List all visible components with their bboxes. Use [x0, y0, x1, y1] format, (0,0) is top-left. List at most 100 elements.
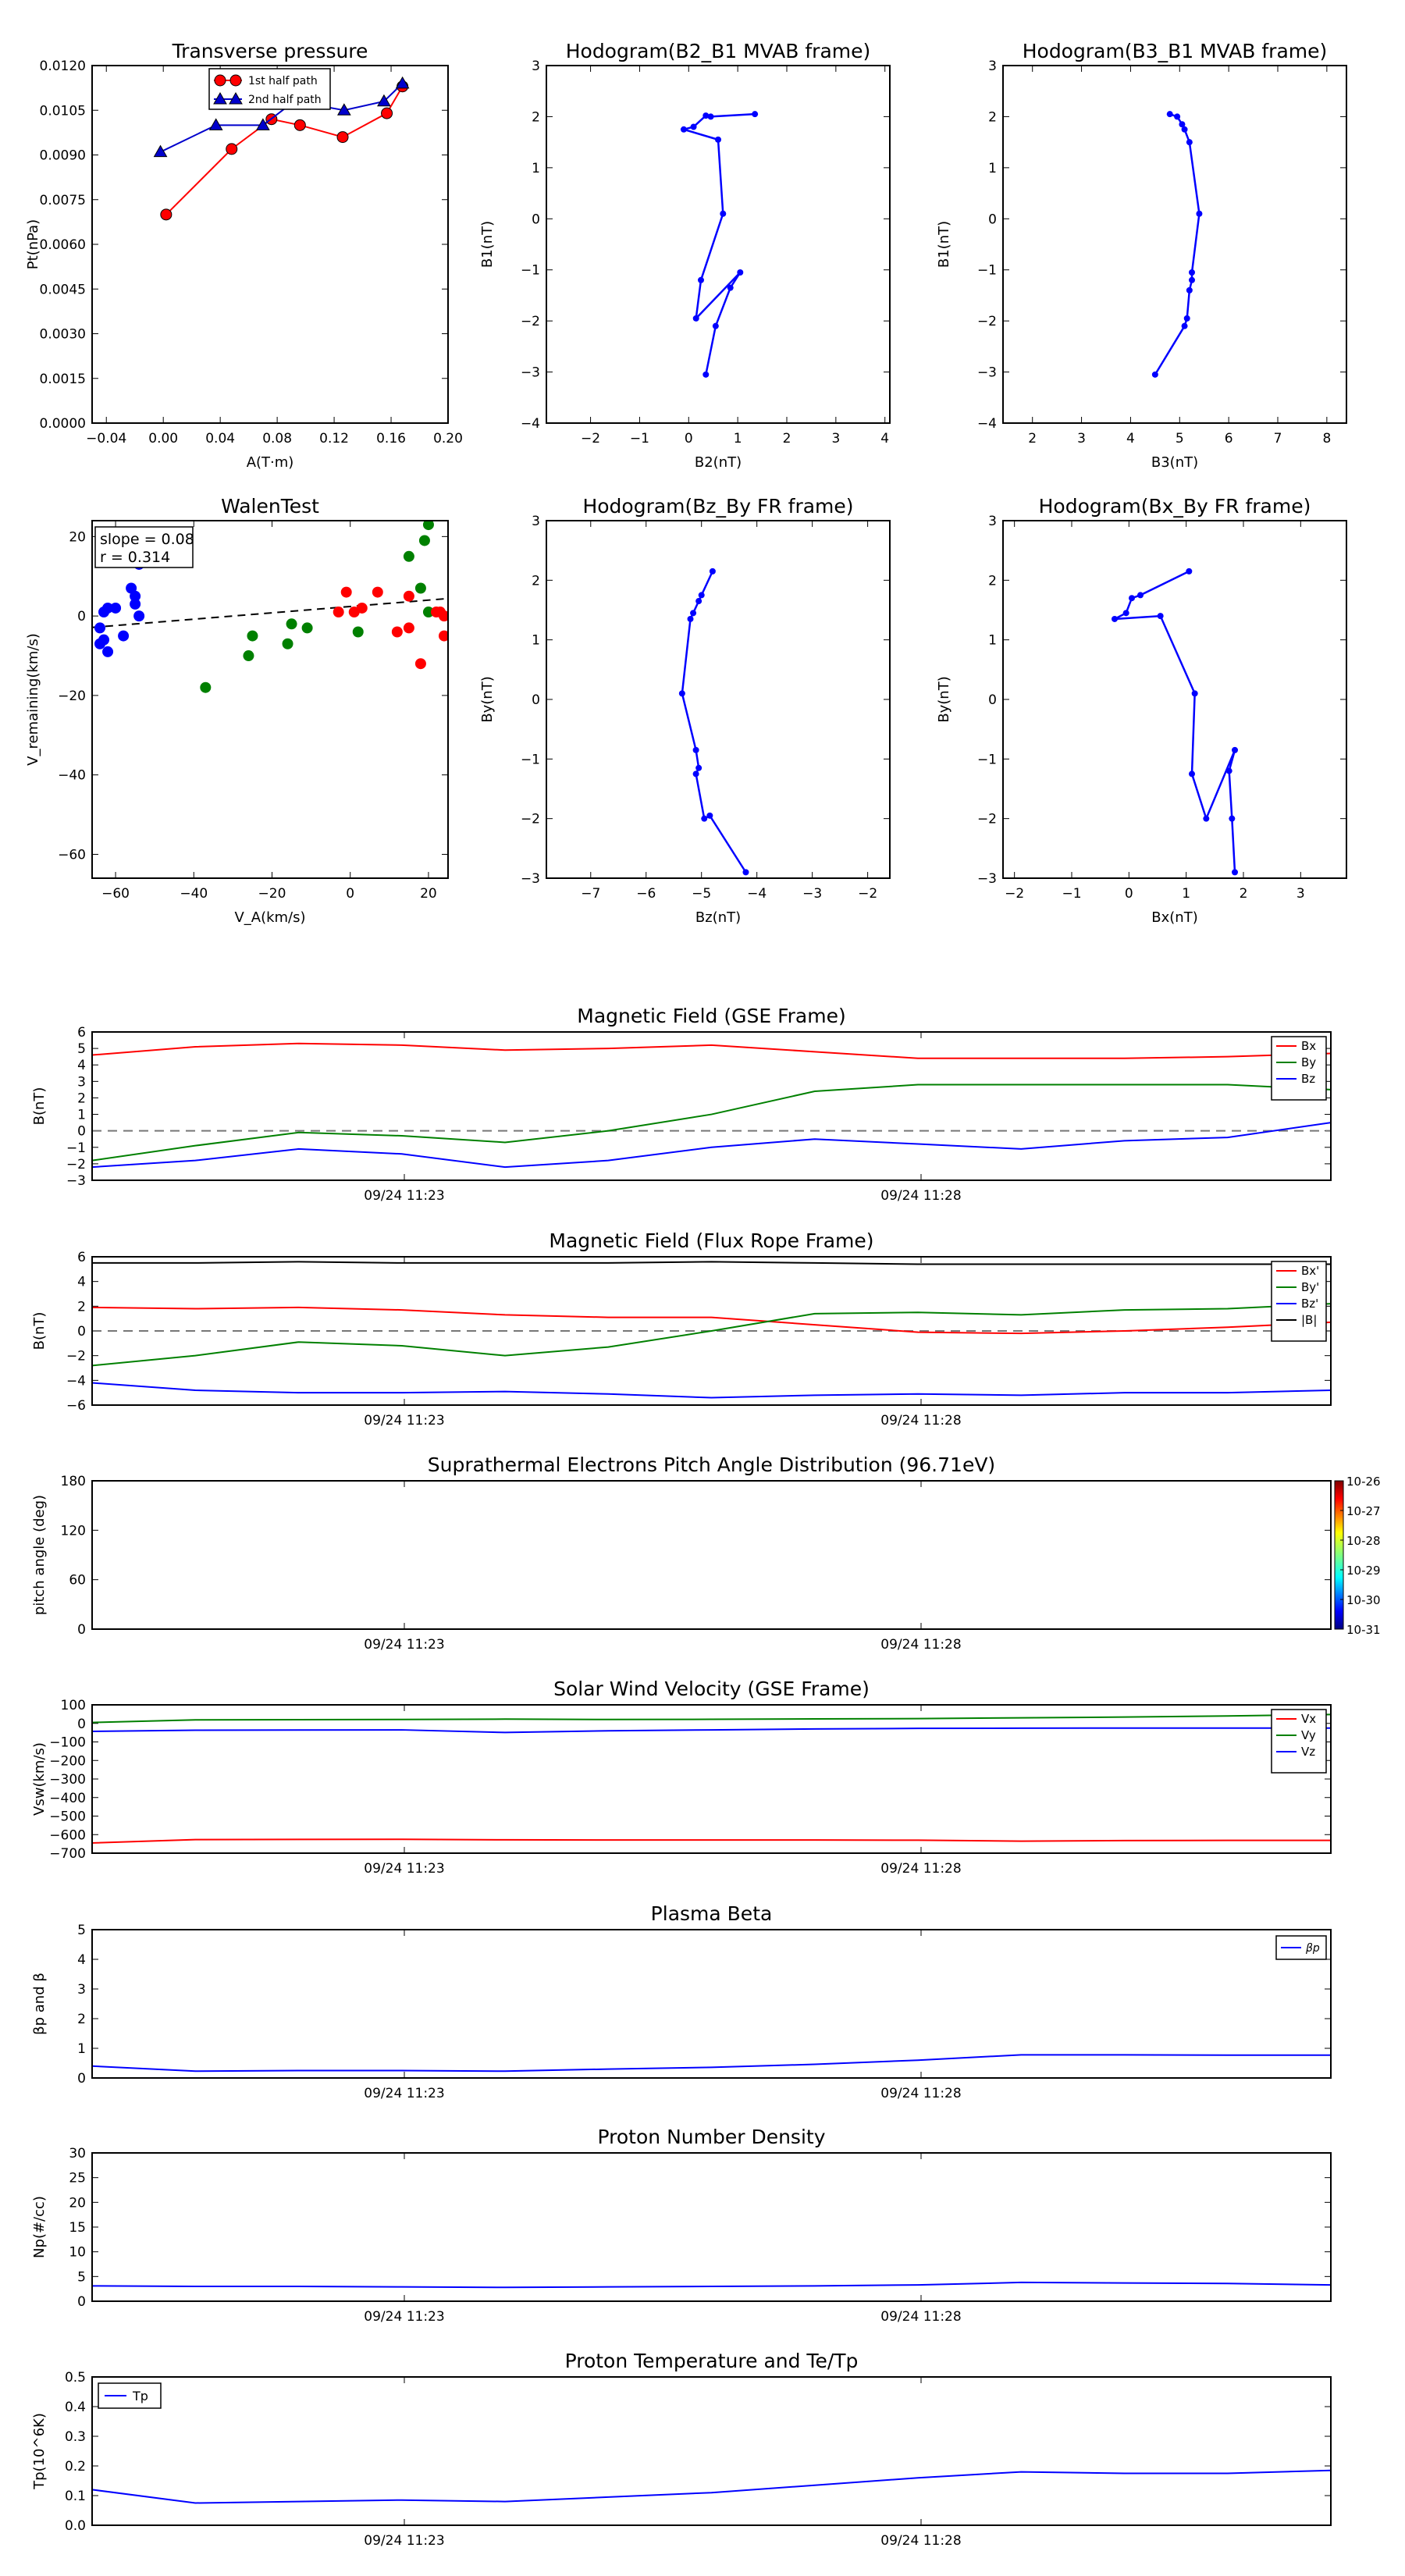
y-tick-label: −100: [49, 1735, 86, 1751]
x-tick-label: 09/24 11:28: [880, 1861, 961, 1877]
chart-title: WalenTest: [221, 495, 319, 518]
data-point: [1137, 592, 1144, 599]
legend-marker: [213, 91, 227, 105]
y-tick-label: 3: [77, 1074, 86, 1090]
data-point: [1203, 815, 1210, 822]
x-tick-label: 1: [1182, 886, 1190, 902]
y-tick-label: −200: [49, 1753, 86, 1769]
y-tick-label: 6: [77, 1250, 86, 1265]
y-tick-label: −4: [521, 416, 540, 432]
data-point: [160, 208, 173, 221]
data-point: [695, 764, 702, 771]
data-point: [678, 690, 685, 697]
y-tick-label: −3: [977, 871, 997, 887]
data-point: [707, 113, 714, 120]
legend-label: Bx': [1301, 1264, 1319, 1278]
y-tick-label: 0: [77, 2294, 86, 2310]
series-line-2: [91, 1727, 1331, 1734]
x-tick-label: 0.04: [205, 431, 235, 447]
y-tick-label: 0.0090: [40, 148, 86, 164]
data-point: [692, 770, 699, 777]
legend-label: By: [1301, 1055, 1316, 1069]
y-tick-label: −1: [521, 752, 540, 767]
data-point: [687, 615, 694, 622]
chart-title: Proton Number Density: [598, 2126, 826, 2148]
x-tick-label: 2: [1028, 431, 1037, 447]
colorbar-tick-label: 10-29: [1346, 1564, 1381, 1578]
data-point: [336, 103, 351, 116]
data-point: [752, 111, 759, 118]
y-tick-label: 4: [77, 1058, 86, 1073]
data-point: [352, 626, 364, 638]
data-point: [1179, 121, 1186, 128]
y-tick-label: 0.4: [65, 2400, 86, 2415]
x-tick-label: 09/24 11:28: [880, 2086, 961, 2101]
y-tick-label: 3: [532, 514, 540, 529]
x-tick-label: 7: [1274, 431, 1282, 447]
plot-area: [680, 111, 759, 378]
colorbar-tick-label: 10-31: [1346, 1623, 1381, 1637]
y-tick-label: 0: [77, 2071, 86, 2087]
plot-frame: [91, 1929, 1332, 2079]
y-tick-label: −2: [66, 1349, 86, 1364]
r-annotation: r = 0.314: [100, 549, 170, 566]
y-tick-label: −4: [977, 416, 997, 432]
y-tick-label: 6: [77, 1025, 86, 1041]
data-point: [395, 76, 410, 89]
plot-frame: [91, 1256, 1332, 1406]
data-point: [692, 746, 699, 753]
plot-area: [1151, 111, 1203, 378]
y-tick-label: −2: [521, 812, 540, 827]
data-point: [1189, 269, 1195, 276]
data-point: [692, 315, 699, 322]
y-tick-label: 5: [77, 1041, 86, 1057]
y-tick-label: −1: [977, 752, 997, 767]
plot-frame: [546, 520, 891, 879]
x-tick-label: −2: [1005, 886, 1024, 902]
legend-label: Tp: [132, 2389, 148, 2403]
data-point: [98, 634, 110, 646]
chart-panel-4: Hodogram(Bz_By FR frame) −7 −6 −5 −4 −3 −2 −3 −2…: [479, 495, 891, 926]
y-axis-label: B1(nT): [936, 221, 952, 268]
legend-label: 1st half path: [248, 75, 318, 87]
x-tick-label: −60: [101, 886, 130, 902]
legend-marker: [214, 74, 226, 87]
data-point: [1186, 568, 1193, 575]
plot-frame: [91, 1704, 1332, 1854]
x-axis-label: B3(nT): [1151, 454, 1198, 471]
series-line-0: [91, 2054, 1331, 2073]
y-axis-label: Vsw(km/s): [31, 1742, 48, 1816]
data-point: [110, 602, 122, 614]
y-tick-label: 1: [988, 633, 997, 649]
y-tick-label: 0: [988, 212, 997, 227]
series-line-3: [92, 1261, 1331, 1265]
data-point: [1157, 613, 1164, 620]
x-tick-label: 4: [1126, 431, 1135, 447]
y-tick-label: 0.0105: [40, 103, 86, 119]
data-point: [293, 119, 306, 131]
chart-title: Proton Temperature and Te/Tp: [565, 2350, 859, 2372]
data-point: [690, 610, 697, 617]
data-point: [282, 638, 293, 649]
y-tick-label: 1: [77, 2041, 86, 2057]
y-tick-label: −1: [66, 1140, 86, 1156]
x-tick-label: 3: [831, 431, 840, 447]
y-axis-label: B1(nT): [479, 221, 496, 268]
data-point: [286, 618, 297, 630]
y-tick-label: 0: [77, 1622, 86, 1638]
data-point: [340, 586, 352, 598]
chart-title: Solar Wind Velocity (GSE Frame): [553, 1678, 870, 1700]
data-point: [438, 630, 448, 642]
x-tick-label: 09/24 11:23: [364, 1861, 444, 1877]
data-point: [403, 590, 414, 602]
data-point: [742, 869, 749, 876]
colorbar-tick-label: 10-28: [1346, 1534, 1381, 1548]
y-tick-label: 2: [77, 1091, 86, 1106]
x-tick-label: 09/24 11:23: [364, 1188, 444, 1204]
x-tick-label: 0: [685, 431, 693, 447]
x-tick-label: 2: [1240, 886, 1248, 902]
x-tick-label: 3: [1077, 431, 1086, 447]
data-point: [381, 107, 393, 119]
y-tick-label: 100: [61, 1698, 86, 1713]
